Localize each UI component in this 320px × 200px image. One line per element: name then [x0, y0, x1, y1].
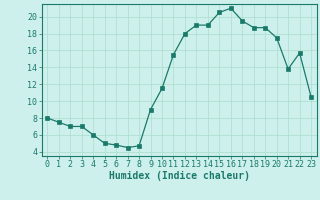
X-axis label: Humidex (Indice chaleur): Humidex (Indice chaleur) [109, 171, 250, 181]
